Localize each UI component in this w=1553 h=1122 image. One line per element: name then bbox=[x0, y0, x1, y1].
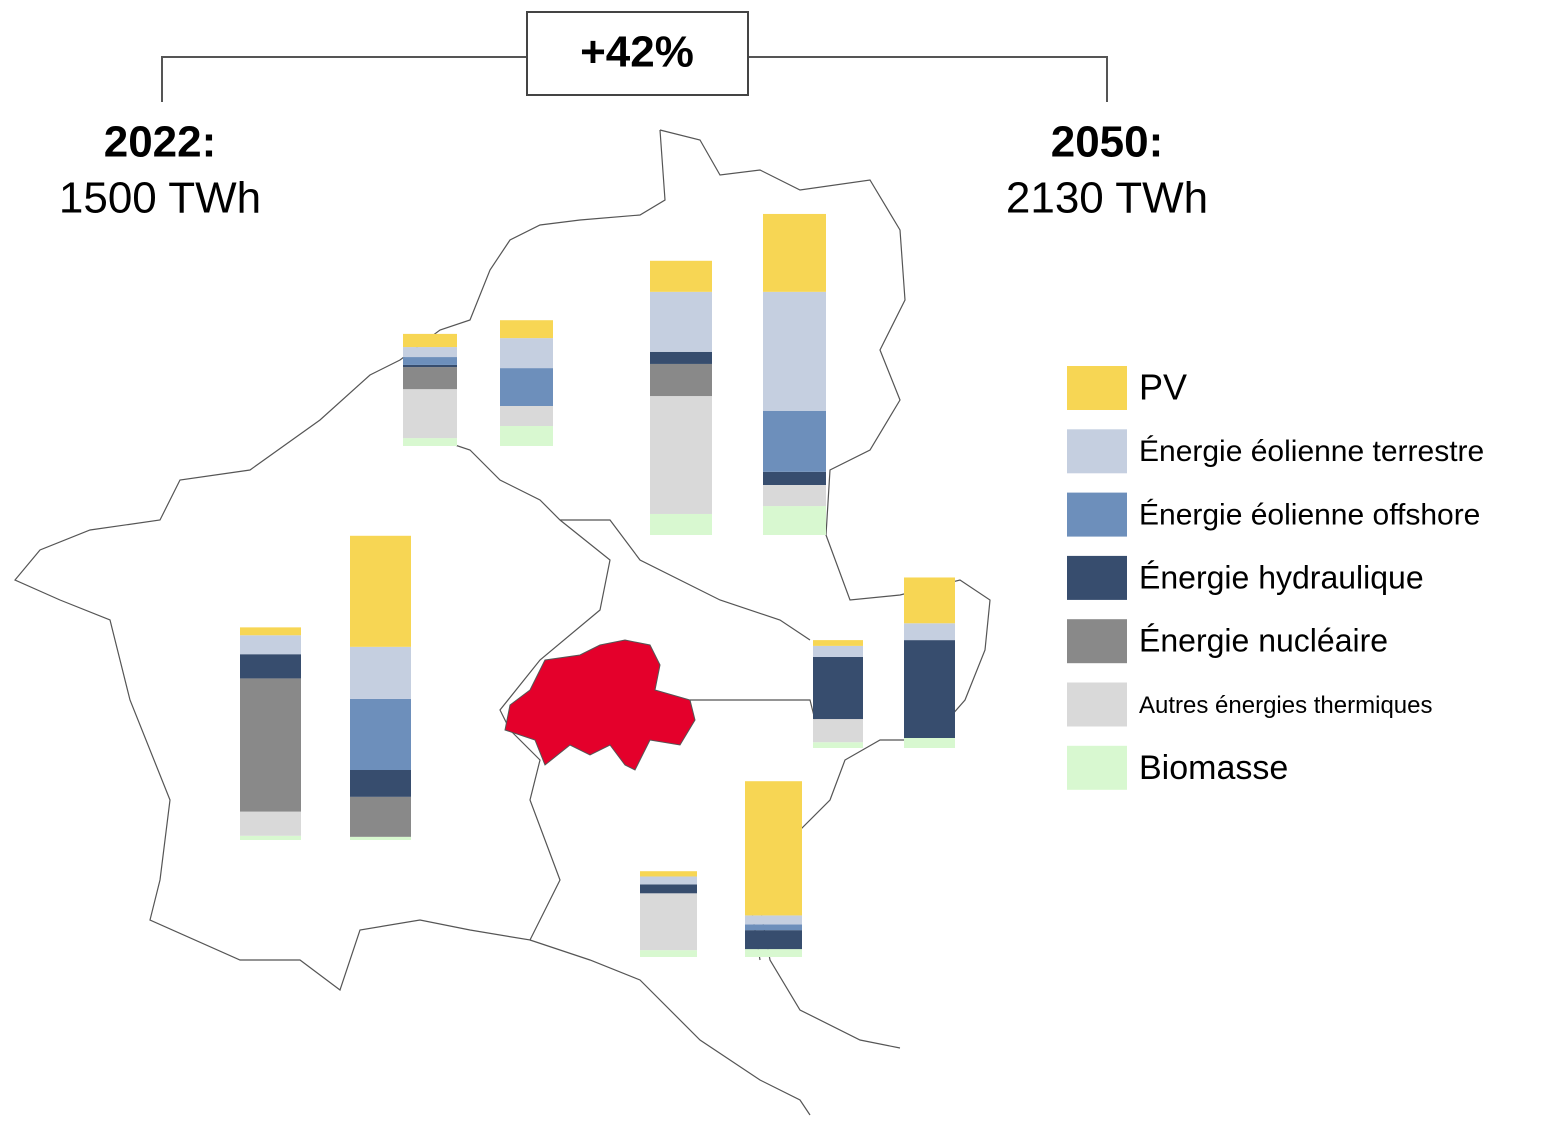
bar-segment bbox=[813, 719, 863, 743]
border bbox=[529, 939, 811, 1116]
bar-segment bbox=[650, 291, 712, 352]
bar-segment bbox=[904, 577, 955, 624]
bar-segment bbox=[640, 876, 697, 885]
legend-swatch bbox=[1067, 492, 1127, 537]
bracket-line bbox=[161, 56, 1108, 102]
start-year: 2022: bbox=[104, 118, 217, 167]
border bbox=[560, 519, 811, 641]
legend-label: Énergie nucléaire bbox=[1139, 623, 1388, 659]
bar-segment bbox=[813, 742, 863, 748]
bar-segment bbox=[904, 623, 955, 641]
bracket bbox=[161, 11, 1108, 102]
bar-segment bbox=[763, 506, 826, 535]
bar-segment bbox=[350, 796, 411, 837]
legend-label: Autres énergies thermiques bbox=[1139, 692, 1432, 719]
bar-segment bbox=[745, 924, 802, 931]
bar-segment bbox=[650, 513, 712, 535]
switzerland bbox=[504, 639, 696, 771]
bar-segment bbox=[500, 320, 553, 339]
bar-segment bbox=[240, 635, 301, 655]
legend-swatch bbox=[1067, 366, 1127, 410]
bar-segment bbox=[350, 698, 411, 770]
bar-segment bbox=[763, 291, 826, 411]
end-year: 2050: bbox=[1051, 118, 1164, 167]
legend-swatch bbox=[1067, 745, 1127, 790]
legend-swatch bbox=[1067, 619, 1127, 664]
bar-segment bbox=[813, 656, 863, 720]
bar-segment bbox=[240, 835, 301, 840]
bar-segment bbox=[650, 363, 712, 397]
bar-segment bbox=[763, 410, 826, 472]
bar-segment bbox=[403, 367, 457, 390]
bar-segment bbox=[650, 351, 712, 364]
bar-segment bbox=[403, 364, 457, 368]
bar-segment bbox=[904, 640, 955, 738]
bar-segment bbox=[640, 950, 697, 957]
border bbox=[14, 129, 666, 991]
bar-segment bbox=[640, 884, 697, 894]
legend-label: Biomasse bbox=[1139, 749, 1288, 787]
bar-segment bbox=[403, 357, 457, 365]
legend-label: Énergie hydraulique bbox=[1139, 559, 1424, 595]
bar-segment bbox=[350, 646, 411, 699]
change-label: +42% bbox=[580, 28, 694, 77]
bar-segment bbox=[813, 645, 863, 657]
legend-label: Énergie éolienne terrestre bbox=[1139, 435, 1484, 468]
bar-segment bbox=[745, 781, 802, 916]
bar-segment bbox=[350, 535, 411, 647]
change-box bbox=[526, 11, 749, 96]
bar-segment bbox=[650, 396, 712, 514]
border bbox=[690, 699, 821, 741]
bar-segment bbox=[763, 471, 826, 485]
end-total: 2130 TWh bbox=[1006, 174, 1208, 223]
bar-segment bbox=[403, 333, 457, 348]
start-total: 1500 TWh bbox=[59, 174, 261, 223]
bar-segment bbox=[240, 678, 301, 812]
legend-swatch bbox=[1067, 429, 1127, 474]
legend-swatch bbox=[1067, 682, 1127, 727]
bar-segment bbox=[763, 485, 826, 507]
bar-segment bbox=[500, 426, 553, 446]
bar-segment bbox=[240, 627, 301, 636]
bar-segment bbox=[500, 368, 553, 406]
bar-segment bbox=[745, 949, 802, 957]
bar-segment bbox=[350, 836, 411, 840]
bar-segment bbox=[650, 260, 712, 292]
map-outlines bbox=[14, 129, 991, 1116]
bar-segment bbox=[403, 438, 457, 446]
bar-segment bbox=[640, 893, 697, 951]
bar-segment bbox=[240, 811, 301, 836]
bar-segment bbox=[403, 347, 457, 358]
legend-label: PV bbox=[1139, 367, 1187, 408]
bar-segment bbox=[745, 915, 802, 925]
bar-segment bbox=[500, 406, 553, 426]
bar-segment bbox=[813, 640, 863, 646]
bar-segment bbox=[350, 770, 411, 797]
bar-segment bbox=[904, 738, 955, 748]
bar-segment bbox=[745, 930, 802, 950]
bar-segment bbox=[403, 389, 457, 439]
legend-label: Énergie éolienne offshore bbox=[1139, 499, 1480, 532]
bar-segment bbox=[763, 213, 826, 292]
bar-segment bbox=[240, 654, 301, 679]
legend-swatch bbox=[1067, 555, 1127, 600]
bar-segment bbox=[500, 338, 553, 369]
bar-segment bbox=[640, 871, 697, 877]
